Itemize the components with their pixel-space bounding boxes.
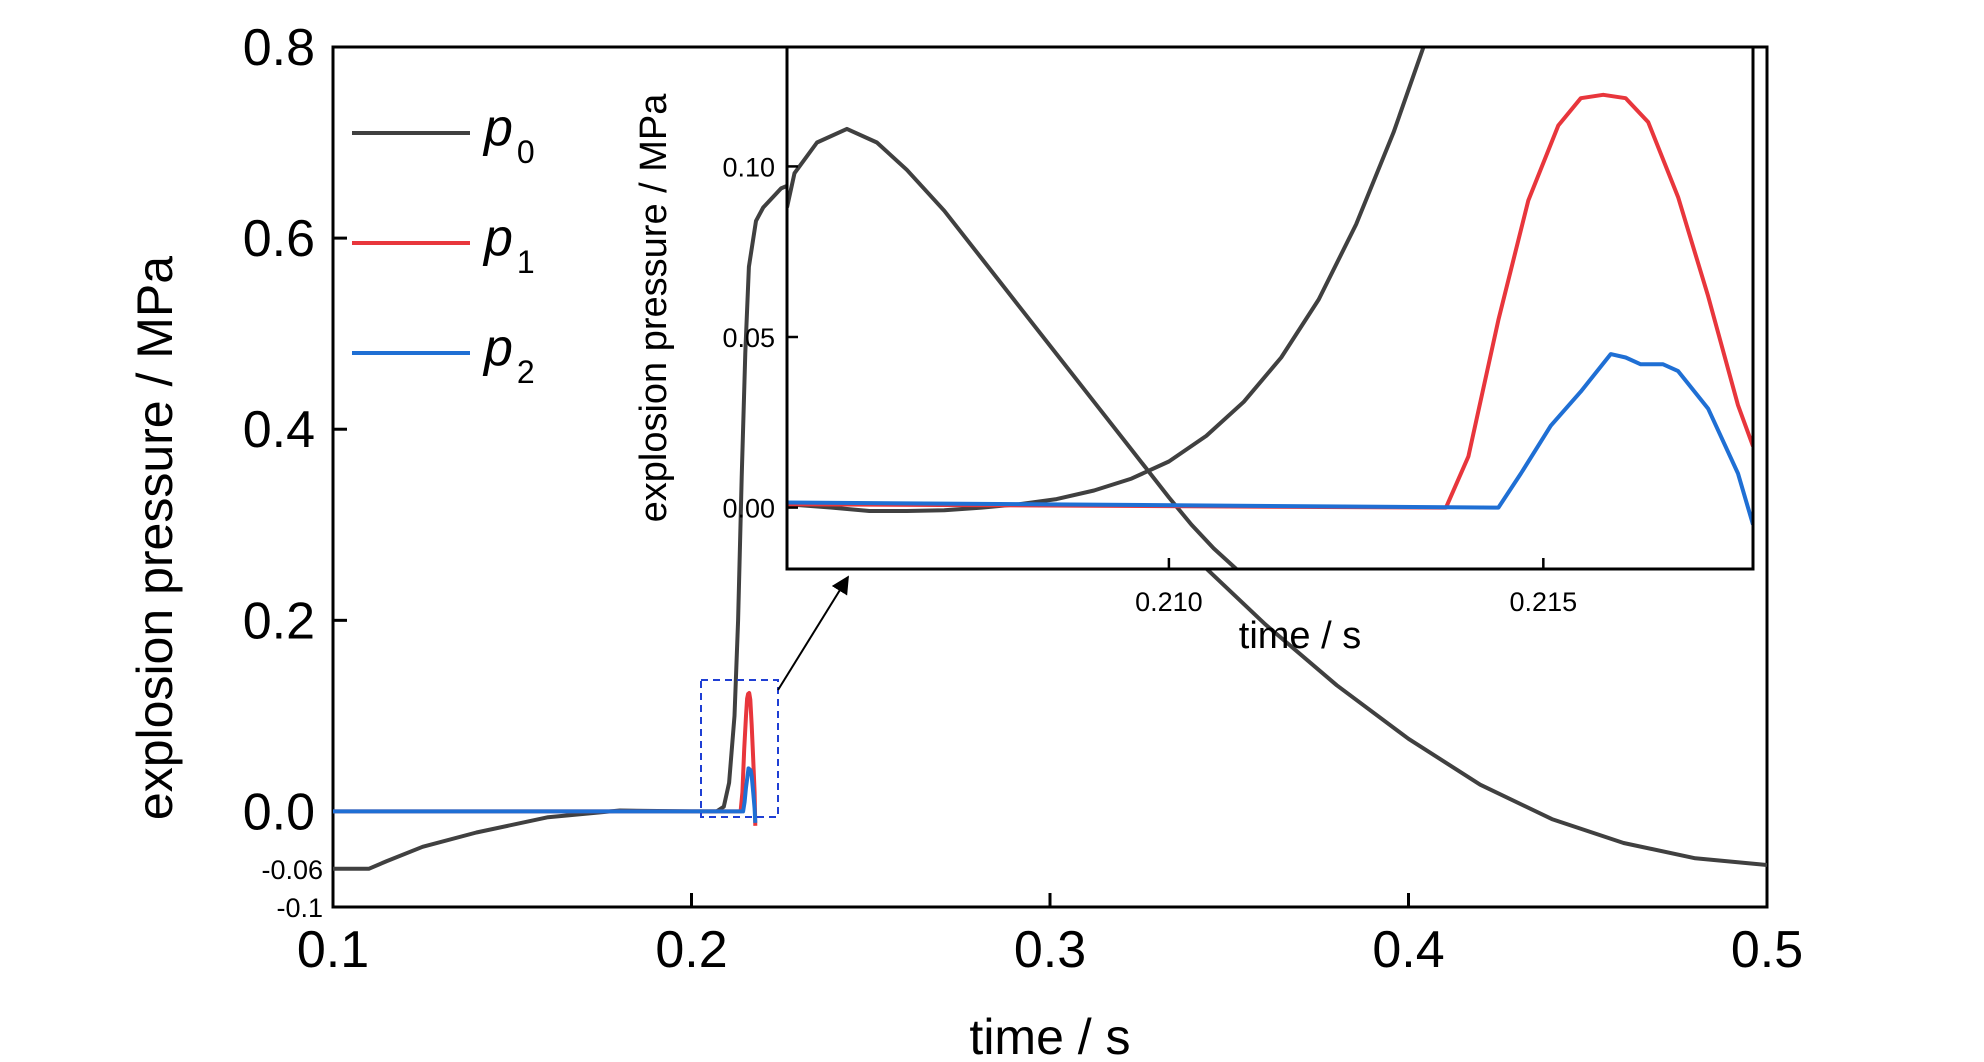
main-x-tick-label: 0.5 xyxy=(1731,921,1803,979)
inset-plot-background xyxy=(787,47,1753,569)
main-y-tick-label: 0.0 xyxy=(243,783,315,841)
main-plot: 0.1 0.2 0.3 0.4 0.5 0.0 0.2 0.4 0.6 0.8 -0.06 -0.1 xyxy=(243,19,1803,979)
main-x-tick-label: 0.2 xyxy=(655,921,727,979)
series-line-p1 xyxy=(333,691,758,826)
main-series-lines xyxy=(333,178,1767,871)
series-line-p2 xyxy=(333,766,758,823)
main-y-extra-label: -0.06 xyxy=(261,855,323,885)
zoom-arrow xyxy=(777,575,849,691)
inset-x-tick-label: 0.215 xyxy=(1510,587,1578,617)
zoom-region-box xyxy=(700,679,779,818)
inset-x-axis-title: time / s xyxy=(1239,615,1361,657)
inset-series-line-p0 xyxy=(787,47,1426,513)
main-y-axis-title: explosion pressure / MPa xyxy=(127,256,183,820)
inset-y-tick-label: 0.10 xyxy=(722,152,775,182)
main-y-tick-label: 0.8 xyxy=(243,19,315,77)
inset-y-tick-label: 0.05 xyxy=(722,323,775,353)
main-y-tick-label: 0.2 xyxy=(243,592,315,650)
main-x-tick-label: 0.3 xyxy=(1014,921,1086,979)
inset-x-tick-label: 0.210 xyxy=(1135,587,1203,617)
inset-y-axis-title: explosion pressure / MPa xyxy=(633,93,675,523)
inset-series-line-p1 xyxy=(787,92,1753,510)
main-x-axis-title: time / s xyxy=(969,1009,1130,1062)
inset-axis-ticks: 0.210 0.215 0.00 0.05 0.10 xyxy=(722,152,1577,617)
main-axis-ticks: 0.1 0.2 0.3 0.4 0.5 0.0 0.2 0.4 0.6 0.8 -0.06 -0.1 xyxy=(243,19,1803,979)
main-y-tick-label: 0.6 xyxy=(243,210,315,268)
main-x-tick-label: 0.4 xyxy=(1372,921,1444,979)
inset-plot: 0.210 0.215 0.00 0.05 0.10 xyxy=(722,45,1755,617)
inset-plot-frame xyxy=(785,45,1755,571)
inset-y-tick-label: 0.00 xyxy=(722,494,775,524)
legend: p 0 p 1 p 2 xyxy=(352,99,535,390)
main-x-tick-label: 0.1 xyxy=(297,921,369,979)
inset-series-line-p2 xyxy=(787,352,1753,526)
inset-series-lines xyxy=(787,47,1753,569)
main-y-extra-label: -0.1 xyxy=(276,893,323,923)
main-y-tick-label: 0.4 xyxy=(243,401,315,459)
inset-series-line-p0 xyxy=(787,126,1238,569)
